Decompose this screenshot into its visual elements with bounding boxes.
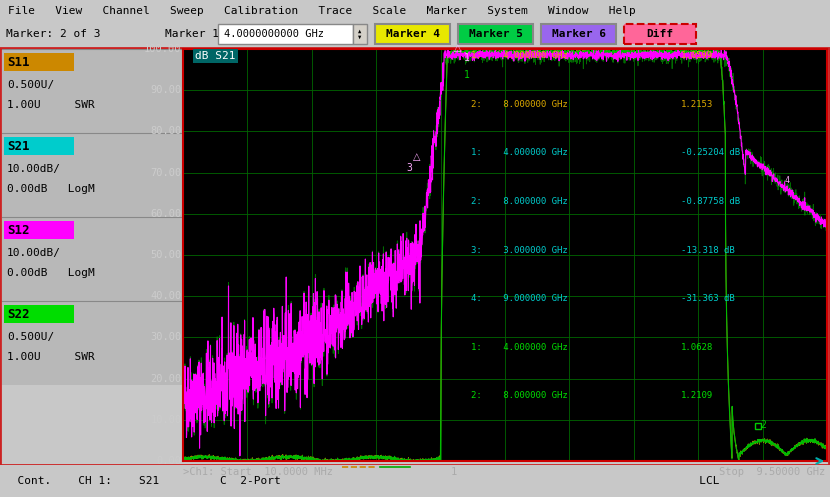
Text: 4: 4 [785, 176, 790, 185]
Text: -0.87758 dB: -0.87758 dB [681, 197, 740, 206]
Text: 1: 1 [464, 53, 471, 63]
Text: 1.0628: 1.0628 [681, 343, 714, 352]
Text: 1.2153: 1.2153 [681, 100, 714, 109]
Text: 100.00: 100.00 [144, 44, 182, 54]
Text: Marker 5: Marker 5 [468, 29, 523, 39]
Text: 20.00: 20.00 [150, 374, 182, 384]
Text: 4.0000000000 GHz: 4.0000000000 GHz [224, 29, 324, 39]
Text: 1:    4.000000 GHz: 1: 4.000000 GHz [471, 148, 568, 157]
Bar [4, 305, 74, 323]
Bar [541, 24, 616, 44]
Text: 2:    8.000000 GHz: 2: 8.000000 GHz [471, 391, 568, 401]
Text: 1.00U     SWR: 1.00U SWR [7, 352, 95, 362]
Text: 0.00dB   LogM: 0.00dB LogM [7, 268, 95, 278]
Text: 90.00: 90.00 [150, 85, 182, 95]
Text: 50.00: 50.00 [150, 250, 182, 260]
Bar [458, 24, 533, 44]
Bar [2, 133, 183, 217]
Bar [4, 221, 74, 239]
Text: 1: 1 [451, 467, 457, 477]
Text: 40.00: 40.00 [150, 291, 182, 301]
Bar [4, 53, 74, 71]
Bar [4, 137, 74, 155]
Text: File   View   Channel   Sweep   Calibration   Trace   Scale   Marker   System   : File View Channel Sweep Calibration Trac… [8, 5, 636, 15]
Text: 0.500U/: 0.500U/ [7, 80, 54, 90]
Text: S22: S22 [7, 308, 30, 321]
Text: 1:    4.000000 GHz: 1: 4.000000 GHz [471, 343, 568, 352]
Text: Marker: 2 of 3: Marker: 2 of 3 [6, 29, 100, 39]
Bar [624, 24, 696, 44]
Text: S21: S21 [7, 140, 30, 153]
Text: 2: 2 [760, 420, 766, 430]
Text: 60.00: 60.00 [150, 209, 182, 219]
Text: 10.00: 10.00 [150, 415, 182, 425]
Text: 1:    4.000000 GHz: 1: 4.000000 GHz [471, 51, 568, 60]
Text: Marker 1: Marker 1 [165, 29, 219, 39]
Text: 70.00: 70.00 [150, 167, 182, 177]
Text: Diff: Diff [647, 29, 673, 39]
Text: 3: 3 [406, 164, 413, 173]
Bar [2, 301, 183, 385]
Text: △: △ [413, 152, 421, 162]
Bar [218, 24, 353, 44]
Text: Stop  9.50000 GHz: Stop 9.50000 GHz [720, 467, 826, 477]
Text: 0.500U/: 0.500U/ [7, 332, 54, 342]
Text: Marker 4: Marker 4 [385, 29, 440, 39]
Text: 3:    3.000000 GHz: 3: 3.000000 GHz [471, 246, 568, 254]
Text: -13.318 dB: -13.318 dB [681, 246, 735, 254]
Text: 10.00dB/: 10.00dB/ [7, 248, 61, 258]
Text: 1.2109: 1.2109 [681, 391, 714, 401]
Text: 30.00: 30.00 [150, 332, 182, 342]
Bar [375, 24, 450, 44]
Text: ▲
▼: ▲ ▼ [359, 29, 362, 39]
Text: 10.00dB/: 10.00dB/ [7, 164, 61, 174]
Text: Marker 6: Marker 6 [551, 29, 606, 39]
Text: 2:    8.000000 GHz: 2: 8.000000 GHz [471, 197, 568, 206]
Text: 4:    9.000000 GHz: 4: 9.000000 GHz [471, 294, 568, 303]
Text: 1.0599: 1.0599 [681, 51, 714, 60]
Bar [353, 24, 367, 44]
Text: dB S21: dB S21 [195, 51, 236, 61]
Text: 80.00: 80.00 [150, 126, 182, 136]
Text: 2:    8.000000 GHz: 2: 8.000000 GHz [471, 100, 568, 109]
Text: -0.25204 dB: -0.25204 dB [681, 148, 740, 157]
Text: Cont.    CH 1:    S21         C  2-Port                                         : Cont. CH 1: S21 C 2-Port [4, 476, 720, 486]
Bar [2, 217, 183, 301]
Text: 1.00U     SWR: 1.00U SWR [7, 100, 95, 110]
Text: △: △ [454, 43, 461, 53]
Text: 1: 1 [464, 70, 471, 80]
Text: 0.00: 0.00 [157, 456, 182, 466]
Text: 0.00dB   LogM: 0.00dB LogM [7, 184, 95, 194]
Text: >Ch1: Start  10.0000 MHz: >Ch1: Start 10.0000 MHz [183, 467, 333, 477]
Text: S11: S11 [7, 56, 30, 69]
Text: S12: S12 [7, 224, 30, 237]
Text: -31.363 dB: -31.363 dB [681, 294, 735, 303]
Bar [2, 49, 183, 133]
